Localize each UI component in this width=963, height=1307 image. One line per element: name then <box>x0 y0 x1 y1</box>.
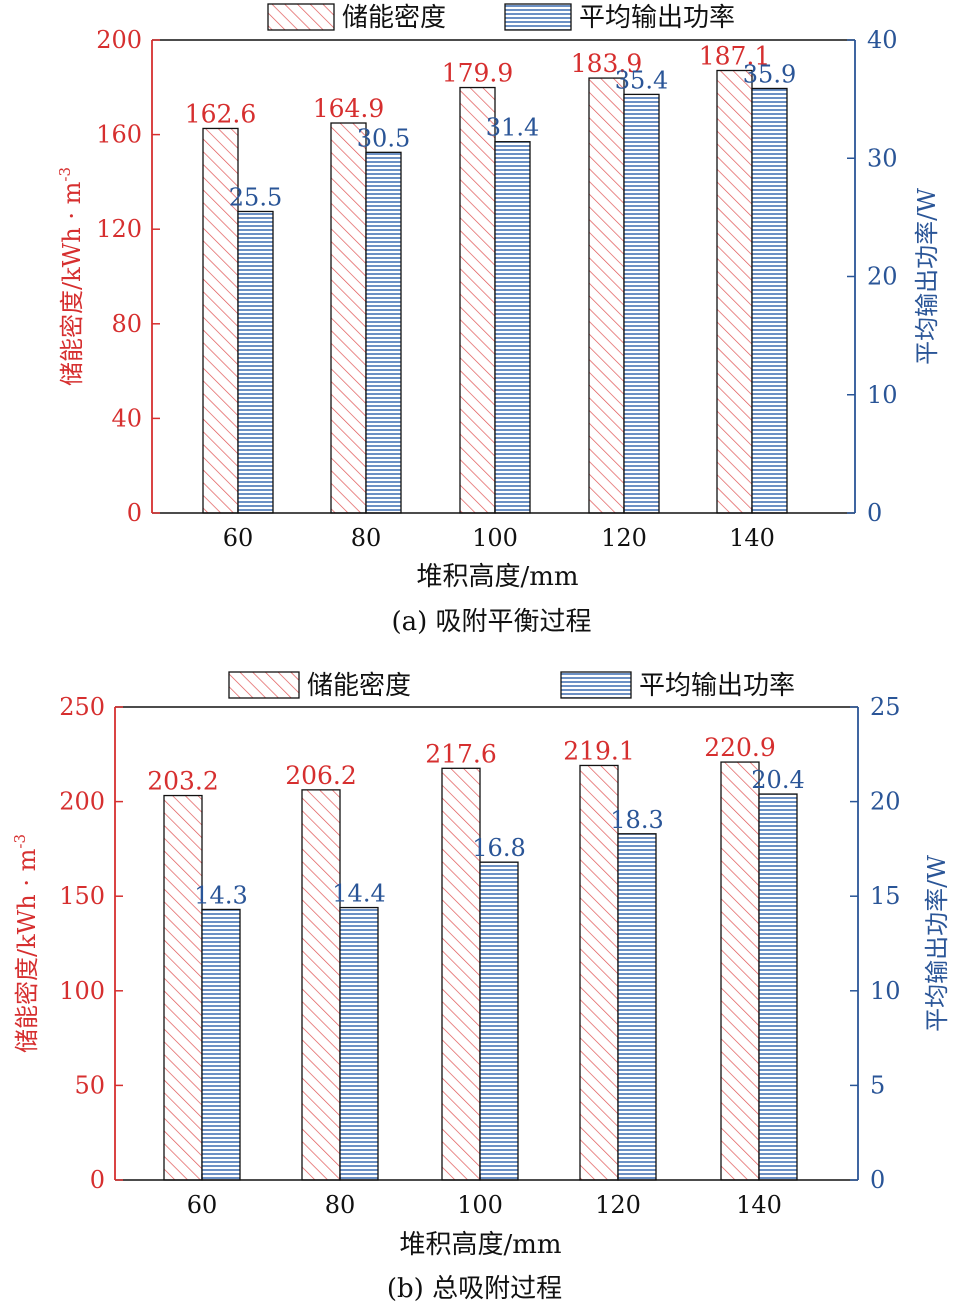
left-y-tick-label: 200 <box>96 26 142 54</box>
left-y-axis-label-text: 储能密度/kWh · m <box>58 181 86 386</box>
chart-panel-b: 203.214.360206.214.480217.616.8100219.11… <box>11 671 951 1304</box>
avg-power-data-label: 20.4 <box>751 766 804 794</box>
avg-power-bar <box>201 908 241 1181</box>
left-y-axis-label: 储能密度/kWh · m-3 <box>11 834 41 1053</box>
energy-density-bar <box>301 789 341 1181</box>
left-y-tick-label: 160 <box>96 121 142 149</box>
energy-density-bar <box>459 86 496 514</box>
energy-density-bar <box>163 794 203 1181</box>
energy-density-bar <box>330 122 367 514</box>
avg-power-data-label: 18.3 <box>610 806 663 834</box>
right-y-axis-label: 平均输出功率/W <box>913 188 941 365</box>
avg-power-data-label: 16.8 <box>472 834 525 862</box>
x-tick-label: 100 <box>472 524 518 552</box>
left-y-tick-label: 150 <box>59 882 105 910</box>
energy-density-data-label: 187.1 <box>699 42 771 71</box>
x-tick-label: 140 <box>736 1191 782 1219</box>
chart-caption: (a) 吸附平衡过程 <box>391 607 591 637</box>
avg-power-data-label: 35.9 <box>743 60 796 88</box>
x-axis-label: 堆积高度/mm <box>416 562 578 592</box>
legend-label-avg-power: 平均输出功率 <box>579 3 735 33</box>
right-y-tick-label: 0 <box>867 499 882 527</box>
left-y-tick-label: 50 <box>74 1071 105 1099</box>
energy-density-data-label: 206.2 <box>285 761 357 790</box>
avg-power-bar <box>751 87 788 514</box>
x-axis-label: 堆积高度/mm <box>399 1230 561 1260</box>
avg-power-data-label: 14.3 <box>194 881 247 909</box>
right-y-tick-label: 20 <box>870 788 901 816</box>
avg-power-bar <box>758 793 798 1181</box>
energy-density-bar <box>588 77 625 514</box>
right-y-tick-label: 30 <box>867 144 898 172</box>
legend-swatch-avg-power <box>504 3 572 31</box>
x-tick-label: 80 <box>325 1191 356 1219</box>
avg-power-data-label: 30.5 <box>357 124 410 152</box>
avg-power-bar <box>365 151 402 514</box>
legend-swatch-energy-density <box>228 671 300 699</box>
avg-power-bar <box>617 833 657 1181</box>
x-tick-label: 80 <box>351 524 382 552</box>
energy-density-data-label: 179.9 <box>442 59 514 88</box>
x-tick-label: 140 <box>729 524 775 552</box>
energy-density-data-label: 162.6 <box>185 99 257 128</box>
left-y-tick-label: 200 <box>59 788 105 816</box>
left-y-tick-label: 0 <box>90 1166 105 1194</box>
left-y-axis-label-superscript: -3 <box>11 834 29 849</box>
right-y-tick-label: 15 <box>870 882 901 910</box>
right-y-tick-label: 10 <box>870 977 901 1005</box>
legend-label-energy-density: 储能密度 <box>342 3 446 33</box>
energy-density-data-label: 183.9 <box>571 49 643 78</box>
left-y-tick-label: 80 <box>111 310 142 338</box>
energy-density-bar <box>441 767 481 1181</box>
energy-density-bar <box>720 761 760 1181</box>
right-y-tick-label: 5 <box>870 1071 885 1099</box>
legend-label-avg-power: 平均输出功率 <box>639 671 795 701</box>
legend-swatch-energy-density <box>267 3 335 31</box>
chart-panel-a: 162.625.560164.930.580179.931.4100183.93… <box>56 3 941 637</box>
x-tick-label: 60 <box>223 524 254 552</box>
right-y-tick-label: 0 <box>870 1166 885 1194</box>
right-y-tick-label: 10 <box>867 381 898 409</box>
right-y-tick-label: 25 <box>870 693 901 721</box>
legend-swatch-avg-power <box>560 671 632 699</box>
chart-caption: (b) 总吸附过程 <box>387 1274 562 1304</box>
x-tick-label: 120 <box>595 1191 641 1219</box>
energy-density-data-label: 217.6 <box>425 739 497 768</box>
avg-power-data-label: 31.4 <box>486 114 539 142</box>
avg-power-data-label: 14.4 <box>332 880 385 908</box>
avg-power-bar <box>237 210 274 514</box>
left-y-axis-label-text: 储能密度/kWh · m <box>13 848 41 1053</box>
energy-density-data-label: 219.1 <box>563 736 635 765</box>
energy-density-data-label: 220.9 <box>704 733 776 762</box>
avg-power-data-label: 35.4 <box>615 66 668 94</box>
energy-density-bar <box>579 764 619 1181</box>
left-y-tick-label: 250 <box>59 693 105 721</box>
right-y-axis-label: 平均输出功率/W <box>923 855 951 1032</box>
energy-density-data-label: 164.9 <box>313 94 385 123</box>
left-y-tick-label: 100 <box>59 977 105 1005</box>
avg-power-bar <box>339 906 379 1181</box>
left-y-tick-label: 40 <box>111 404 142 432</box>
right-y-tick-label: 40 <box>867 26 898 54</box>
energy-density-bar <box>716 69 753 514</box>
right-y-tick-label: 20 <box>867 263 898 291</box>
energy-density-bar <box>202 127 239 514</box>
avg-power-data-label: 25.5 <box>229 183 282 211</box>
avg-power-bar <box>623 93 660 514</box>
left-y-axis-label-superscript: -3 <box>56 167 74 182</box>
avg-power-bar <box>494 141 531 514</box>
left-y-axis-label: 储能密度/kWh · m-3 <box>56 167 86 386</box>
x-tick-label: 120 <box>601 524 647 552</box>
energy-density-data-label: 203.2 <box>147 767 219 796</box>
avg-power-bar <box>479 861 519 1181</box>
left-y-tick-label: 120 <box>96 215 142 243</box>
left-y-tick-label: 0 <box>127 499 142 527</box>
legend-label-energy-density: 储能密度 <box>307 671 411 701</box>
x-tick-label: 60 <box>187 1191 218 1219</box>
x-tick-label: 100 <box>457 1191 503 1219</box>
